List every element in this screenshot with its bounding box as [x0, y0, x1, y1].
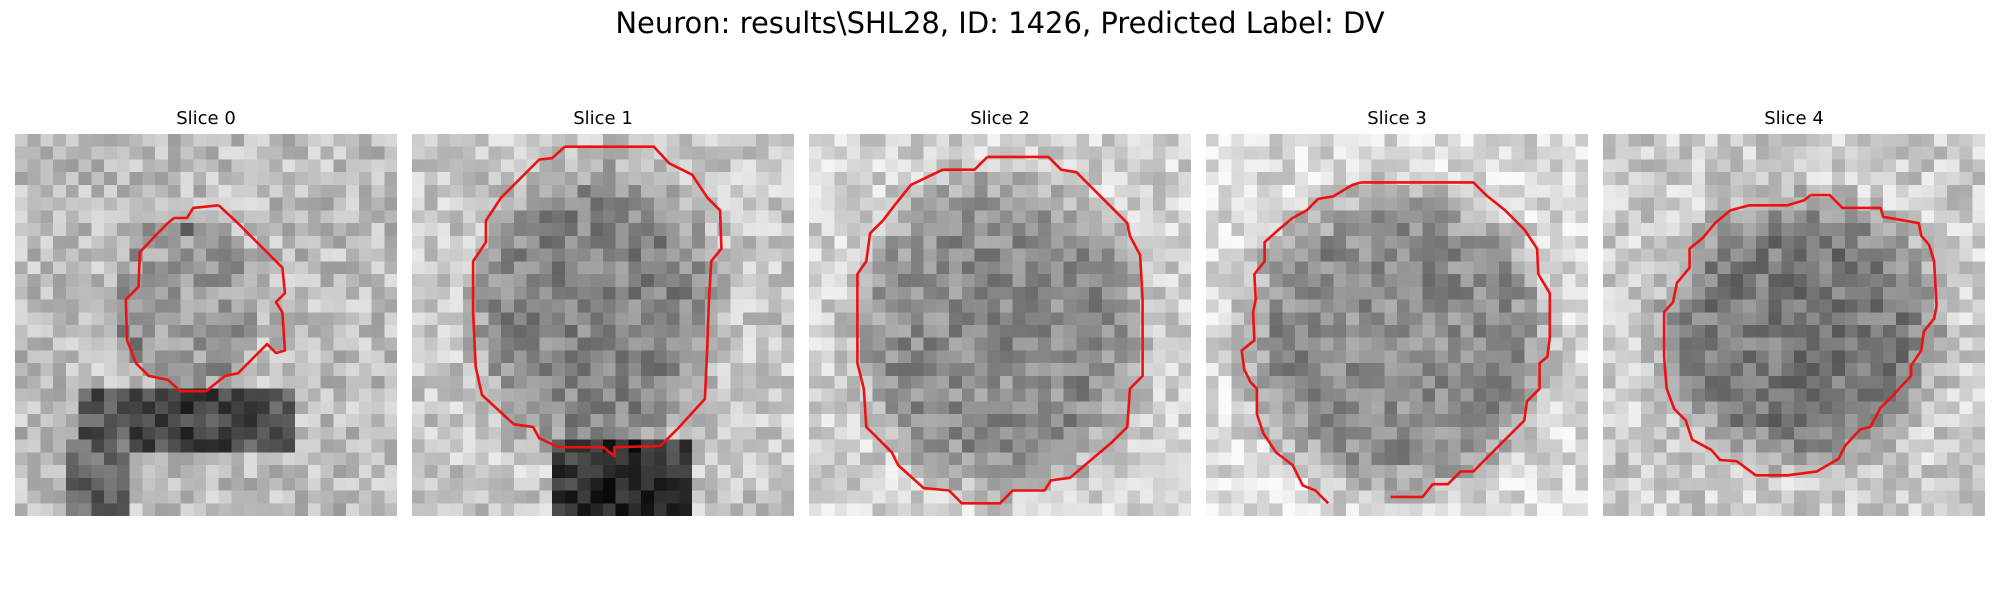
contour-line [471, 145, 723, 458]
slice-image-2 [809, 134, 1191, 516]
slice-image-0 [15, 134, 397, 516]
contour-line [1240, 181, 1362, 505]
contour-line [1361, 181, 1552, 499]
slice-panel-2: Slice 2 [809, 108, 1191, 516]
grayscale-pixels [412, 134, 794, 516]
slice-panel-1: Slice 1 [412, 108, 794, 516]
contour-line [856, 155, 1144, 505]
slice-image-4 [1603, 134, 1985, 516]
grayscale-pixels [1206, 134, 1588, 516]
grayscale-pixels [809, 134, 1191, 516]
figure-title: Neuron: results\SHL28, ID: 1426, Predict… [615, 6, 1385, 40]
slice-image-3 [1206, 134, 1588, 516]
slice-panel-0: Slice 0 [15, 108, 397, 516]
grayscale-pixels [1603, 134, 1985, 516]
slice-title: Slice 2 [970, 108, 1030, 129]
contour-line [124, 204, 287, 393]
slice-panel-3: Slice 3 [1206, 108, 1588, 516]
contour-line [1662, 193, 1938, 477]
slice-title: Slice 4 [1764, 108, 1824, 129]
slice-panel-4: Slice 4 [1603, 108, 1985, 516]
slice-title: Slice 1 [573, 108, 633, 129]
slice-image-1 [412, 134, 794, 516]
slice-title: Slice 3 [1367, 108, 1427, 129]
slice-title: Slice 0 [176, 108, 236, 129]
grayscale-pixels [15, 134, 397, 516]
